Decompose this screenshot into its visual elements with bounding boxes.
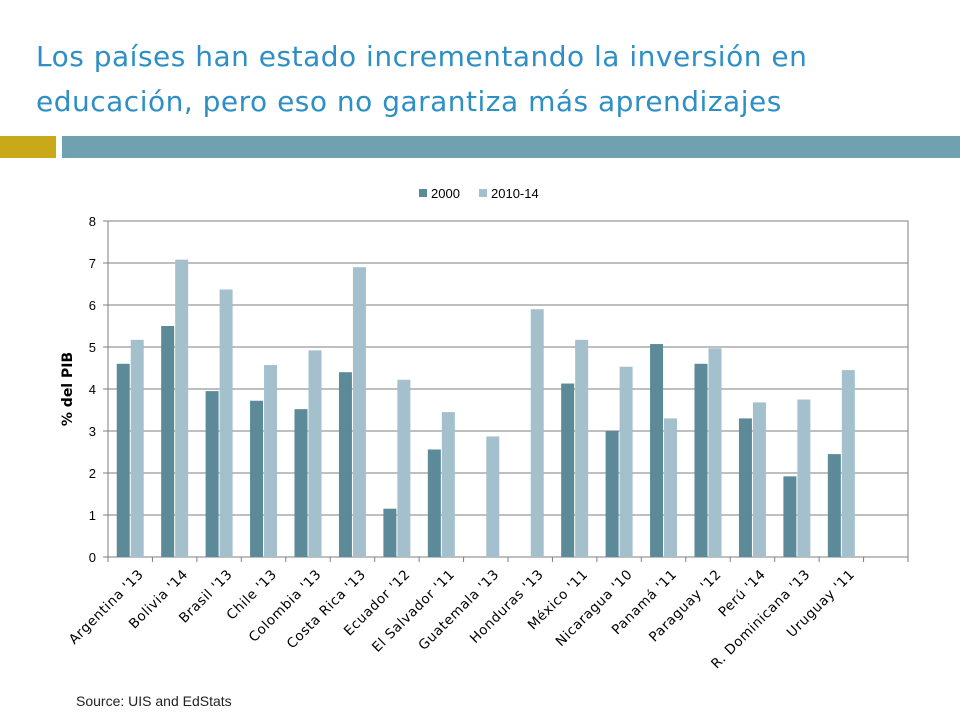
legend-swatch-2010-14 [479,189,487,197]
bar-2010-14 [264,365,278,557]
bar-2010-14 [308,350,322,557]
legend-label-2010-14: 2010-14 [491,186,539,201]
bar-2000 [427,449,441,557]
category-label: Argentina '13 [66,567,147,648]
bar-2000 [205,391,219,557]
category-label: El Salvador '11 [369,567,458,656]
category-label: Guatemala '13 [415,567,502,654]
y-tick-label: 4 [89,382,96,397]
y-tick-label: 6 [89,298,96,313]
category-label: Costa Rica '13 [284,567,370,653]
bar-2010-14 [841,370,855,557]
bar-2000 [383,508,397,557]
slide-title: Los países han estado incrementando la i… [36,40,808,118]
y-tick-label: 7 [89,256,96,271]
bar-2000 [605,431,619,557]
bar-2000 [783,476,797,557]
bar-2010-14 [575,339,589,557]
y-tick-label: 0 [89,550,96,565]
bar-2000 [650,344,664,557]
y-tick-label: 2 [89,466,96,481]
legend-label-2000: 2000 [431,186,460,201]
bar-2000 [738,418,752,557]
title-rule-accent [0,136,56,158]
bar-chart: 2000 2010-14 % del PIB 0 1 2 3 4 5 6 7 8 Argentin… [60,186,909,672]
y-axis-title: % del PIB [60,352,76,426]
bar-2000 [116,363,130,557]
bar-2010-14 [797,399,811,557]
bar-2000 [694,363,708,557]
bar-2010-14 [619,366,633,557]
bar-2000 [827,454,841,557]
source-note: Source: UIS and EdStats [76,693,232,709]
legend: 2000 2010-14 [419,186,539,201]
bar-2010-14 [530,309,544,557]
y-tick-label: 1 [89,508,96,523]
bar-2000 [294,409,308,557]
y-tick-label: 5 [89,340,96,355]
bar-2000 [161,326,175,557]
bar-2010-14 [708,348,722,557]
bar-2010-14 [219,289,233,557]
bar-2010-14 [397,379,411,557]
bar-2010-14 [175,259,189,557]
bar-2000 [338,372,352,557]
bar-2010-14 [441,412,455,557]
title-rule-bar [62,136,960,158]
legend-swatch-2000 [419,189,427,197]
bar-2000 [561,383,575,557]
bar-2010-14 [752,402,766,557]
bar-2010-14 [664,418,678,557]
bar-2010-14 [486,436,500,557]
y-tick-label: 8 [89,214,96,229]
category-label: Nicaragua '10 [553,567,636,650]
bar-2000 [250,400,264,557]
bar-2010-14 [352,267,366,557]
y-tick-label: 3 [89,424,96,439]
bar-2010-14 [130,339,144,557]
